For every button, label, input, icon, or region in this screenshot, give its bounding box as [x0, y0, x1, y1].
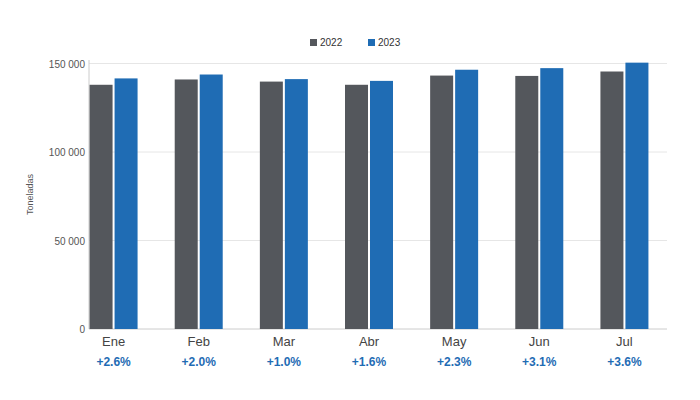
x-tick-label: Ene: [102, 334, 125, 349]
y-tick-label: 50 000: [54, 236, 85, 247]
legend-label: 2022: [320, 37, 343, 48]
bar: [175, 79, 198, 329]
bar: [370, 81, 393, 329]
x-tick-label: Jun: [529, 334, 550, 349]
bar: [600, 72, 623, 329]
bar: [515, 76, 538, 329]
x-tick-label: Feb: [188, 334, 210, 349]
annotation: +2.6%: [96, 355, 131, 369]
annotation: +2.3%: [437, 355, 472, 369]
bar: [540, 68, 563, 329]
bar: [455, 70, 478, 329]
annotation: +2.0%: [182, 355, 217, 369]
bar: [90, 85, 113, 329]
annotation: +3.6%: [607, 355, 642, 369]
annotation: +1.0%: [267, 355, 302, 369]
x-tick-label: Abr: [359, 334, 380, 349]
annotation: +1.6%: [352, 355, 387, 369]
y-tick-label: 150 000: [49, 59, 86, 70]
bar: [285, 79, 308, 329]
y-tick-label: 0: [79, 324, 85, 335]
chart: 0 50 000 100 000 150 000 Toneladas Ene +2.6% Fe…: [0, 0, 700, 400]
bar: [345, 85, 368, 329]
legend-label: 2023: [378, 37, 401, 48]
legend-swatch: [368, 39, 375, 46]
y-axis-label: Toneladas: [25, 173, 35, 215]
y-axis-line: [89, 60, 90, 329]
bars: [90, 63, 649, 329]
x-tick-label: Mar: [273, 334, 296, 349]
bar: [625, 63, 648, 329]
grid-line: [89, 63, 667, 64]
x-tick-label: Jul: [616, 334, 633, 349]
y-tick-label: 100 000: [49, 147, 86, 158]
bar: [430, 76, 453, 329]
bar: [115, 78, 138, 329]
annotation: +3.1%: [522, 355, 557, 369]
bar: [260, 82, 283, 329]
legend-swatch: [310, 39, 317, 46]
x-tick-label: May: [442, 334, 467, 349]
bar: [200, 75, 223, 329]
